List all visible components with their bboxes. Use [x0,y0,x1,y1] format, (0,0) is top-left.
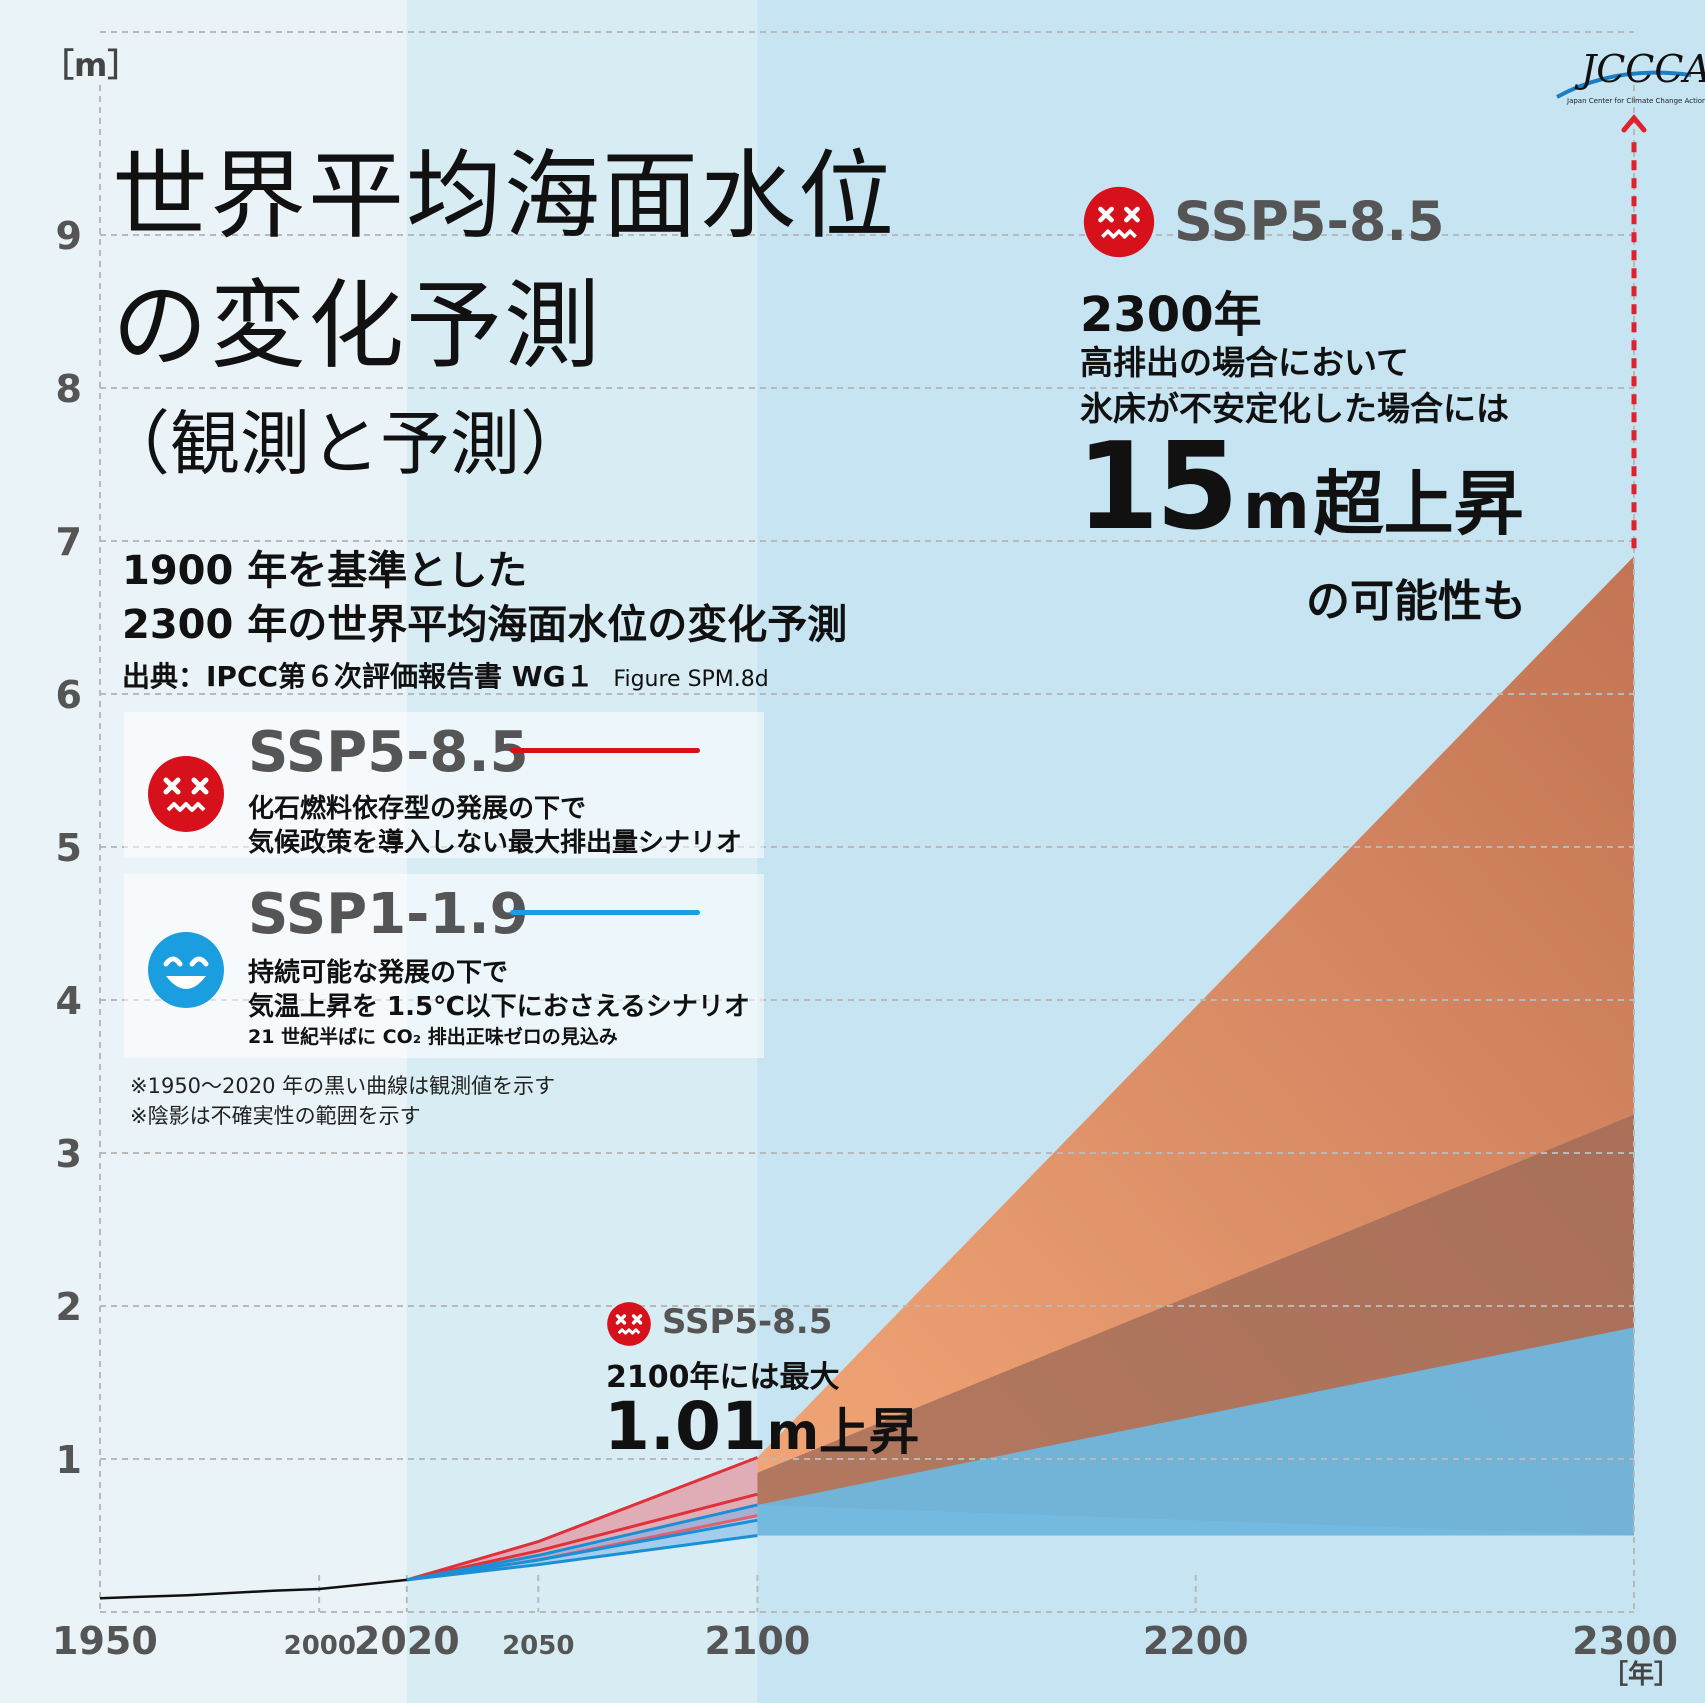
ssp585-uncertainty-2100 [406,1457,758,1580]
legend-ssp585-name: SSP5-8.5 [248,720,529,785]
callout-2100-line1: 2100年には最大 [606,1360,840,1395]
x-tick-label: 2200 [1143,1619,1249,1663]
callout-2300-value: 15 [1076,418,1239,557]
distressed-face-icon [148,756,224,832]
logo-arc-icon [1556,70,1692,99]
ssp119-median-line [406,1518,758,1582]
callout-2100-scenario: SSP5-8.5 [662,1302,833,1342]
axis-tick-labels: 1 2 3 4 5 6 7 8 9 1950 2020 2100 2200 2300 2000 2050 [52,214,1678,1663]
projection-lines [99,1456,758,1600]
rise-arrow-head [1621,114,1647,133]
callout-2300-line1: 2300年 [1080,287,1262,343]
legend-ssp585-line [510,748,700,753]
x-tick-label: 1950 [52,1619,158,1663]
y-tick-label: 6 [56,673,82,717]
x-tick-label: 2100 [705,1619,811,1663]
callout-2300-unit: m [1243,470,1310,544]
x-tick-label-minor: 2050 [502,1631,574,1661]
title-line-1: 世界平均海面水位 [112,140,896,252]
ssp119-uncertainty-2100 [406,1504,758,1580]
callout-2300-line2: 高排出の場合において [1080,343,1410,382]
note-uncertainty: ※陰影は不確実性の範囲を示す [130,1104,421,1128]
jccca-logo: JCCCA Japan Center for Climate Change Ac… [1555,45,1705,105]
legend-ssp119-line [510,910,700,915]
legend-ssp119-desc-1: 持続可能な発展の下で [248,958,509,988]
callout-2100-value: 1.01 [604,1388,767,1465]
x-tick-label: 2300 [1572,1619,1678,1663]
x-axis-unit: ［年］ [1602,1660,1681,1690]
ssp119-high-line [406,1503,758,1582]
callout-2300-line5: の可能性も [1306,576,1526,627]
callout-2300-scenario: SSP5-8.5 [1174,190,1445,253]
callout-2300-value-line: 15 m超上昇 [1076,418,1524,557]
y-tick-label: 1 [56,1438,82,1482]
projection-areas [406,556,1634,1580]
x-tick-label: 2020 [354,1619,460,1663]
distressed-face-icon-2300 [1083,186,1155,258]
logo-subtext: Japan Center for Climate Change Actions [1567,97,1705,105]
ssp119-range [757,1327,1634,1536]
y-tick-label: 2 [56,1285,82,1329]
legend-ssp585-desc-2: 気候政策を導入しない最大排出量シナリオ [248,828,743,858]
ssp119-low-line [406,1534,758,1582]
y-tick-label: 9 [56,214,82,258]
subtitle-line-1: 1900 年を基準とした [122,548,528,594]
callout-2100-unit: m上昇 [766,1403,919,1461]
source-figure: Figure SPM.8d [613,667,769,692]
subtitle-line-2: 2300 年の世界平均海面水位の変化予測 [122,602,848,648]
legend-ssp585-desc-1: 化石燃料依存型の発展の下で [248,794,587,824]
observed-line [99,1578,407,1600]
note-observed: ※1950～2020 年の黒い曲線は観測値を示す [130,1074,556,1098]
y-axis-unit: ［m］ [42,46,140,84]
y-tick-label: 8 [56,367,82,411]
distressed-face-icon-2100 [607,1302,651,1346]
callout-2100-value-line: 1.01m上昇 [604,1388,919,1465]
y-tick-label: 7 [56,520,82,564]
y-tick-label: 3 [56,1132,82,1176]
legend-ssp585: SSP5-8.5 化石燃料依存型の発展の下で 気候政策を導入しない最大排出量シナ… [124,712,764,858]
logo-text: JCCCA [1581,47,1705,91]
legend-ssp119-desc-2: 気温上昇を 1.5℃以下におさえるシナリオ [248,992,750,1022]
source-main: 出典：IPCC第６次評価報告書 WG１ [122,660,594,693]
ssp585-high-line [406,1456,758,1582]
smiling-face-icon [148,932,224,1008]
title-line-2: の変化予測 [112,270,602,382]
rise-arrow [1621,114,1647,549]
callout-2300-suffix: 超上昇 [1313,463,1524,545]
legend-ssp119-desc-3: 21 世紀半ばに CO₂ 排出正味ゼロの見込み [248,1026,618,1048]
ssp585-median-line [406,1492,758,1582]
legend-ssp119-name: SSP1-1.9 [248,882,529,947]
x-tick-label-minor: 2000 [284,1631,356,1661]
callout-2300-line3: 氷床が不安定化した場合には [1080,389,1509,428]
y-tick-label: 5 [56,826,82,870]
title-line-3: （観測と予測） [100,403,590,485]
legend-ssp119: SSP1-1.9 持続可能な発展の下で 気温上昇を 1.5℃以下におさえるシナリ… [124,874,764,1058]
source-text: 出典：IPCC第６次評価報告書 WG１ Figure SPM.8d [122,655,769,695]
y-tick-label: 4 [56,979,82,1023]
